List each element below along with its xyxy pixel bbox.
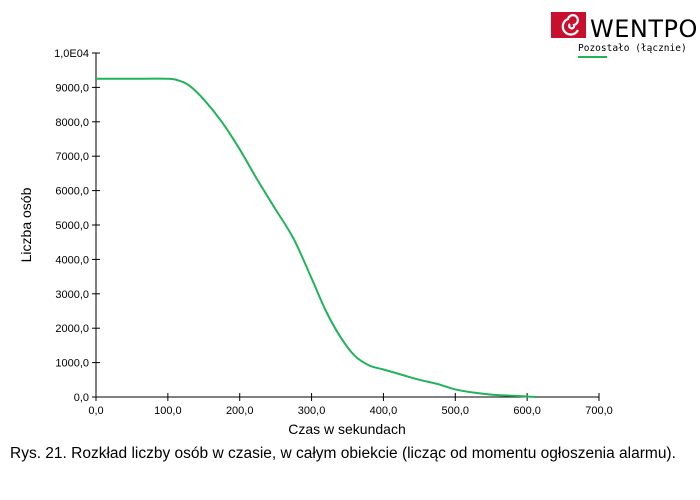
x-tick-label: 300,0 [298, 405, 326, 417]
y-tick-label: 3000,0 [55, 289, 89, 301]
ticks: 0,0 100,0 200,0 300,0 400,0 500,0 600,0 700,0 0,… [54, 48, 613, 417]
x-axis-title: Czas w sekundach [288, 421, 406, 437]
y-tick-label: 7000,0 [55, 151, 89, 163]
y-tick-label: 0,0 [74, 392, 89, 404]
x-tick-label: 700,0 [585, 405, 613, 417]
series-line [96, 77, 536, 398]
y-tick-label: 1000,0 [55, 358, 89, 370]
y-tick-label: 2000,0 [55, 323, 89, 335]
y-tick-label: 1,0E04 [54, 48, 89, 60]
y-tick-label: 9000,0 [55, 82, 89, 94]
y-tick-label: 4000,0 [55, 254, 89, 266]
legend: Pozostało (łącznie) [578, 43, 687, 58]
x-tick-label: 0,0 [88, 405, 103, 417]
x-tick-label: 500,0 [442, 405, 470, 417]
x-tick-label: 400,0 [370, 405, 398, 417]
wentpo-logo: WENTPO [551, 12, 698, 43]
x-tick-label: 600,0 [513, 405, 541, 417]
series-layer [96, 77, 536, 398]
logo-spiral-icon [561, 14, 579, 36]
y-tick-label: 6000,0 [55, 186, 89, 198]
y-tick-label: 5000,0 [55, 220, 89, 232]
legend-entry-label: Pozostało (łącznie) [578, 43, 687, 54]
axes [95, 53, 599, 398]
y-axis-title: Liczba osób [18, 187, 34, 262]
chart: WENTPO 0,0 100,0 200,0 300,0 400,0 500,0 600,0… [18, 12, 698, 437]
x-tick-label: 200,0 [226, 405, 254, 417]
y-tick-label: 8000,0 [55, 117, 89, 129]
figure-caption: Rys. 21. Rozkład liczby osób w czasie, w… [10, 445, 676, 462]
logo-text: WENTPO [590, 15, 698, 43]
x-tick-label: 100,0 [154, 405, 182, 417]
